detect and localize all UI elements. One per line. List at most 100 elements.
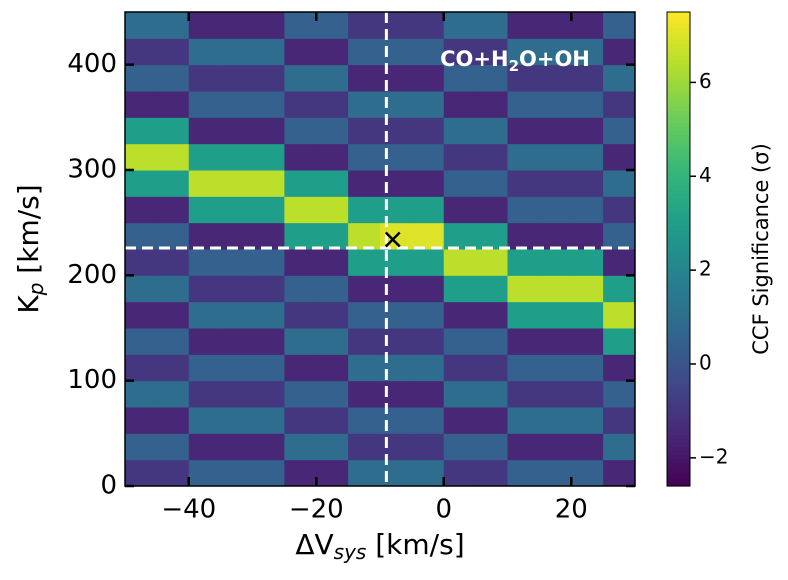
x-label-text: [km/s]	[366, 528, 464, 561]
heatmap-cell	[316, 91, 349, 118]
colorbar-segment	[667, 162, 690, 167]
heatmap-cell	[571, 12, 604, 39]
colorbar-segment	[667, 170, 690, 175]
colorbar-segment	[667, 454, 690, 459]
heatmap-cell	[284, 222, 317, 250]
colorbar-tick-label: 6	[699, 69, 712, 93]
colorbar-segment	[667, 209, 690, 215]
colorbar-segment	[667, 442, 690, 448]
colorbar-segment	[667, 414, 690, 420]
heatmap-cell	[603, 433, 636, 461]
heatmap-cell	[348, 222, 381, 250]
plot-frame	[124, 11, 636, 487]
heatmap-cell	[380, 117, 413, 145]
heatmap-cell	[125, 38, 158, 66]
colorbar-segment	[667, 87, 690, 92]
colorbar-segment	[667, 31, 690, 37]
colorbar-segment	[667, 154, 690, 159]
heatmap-cell	[252, 38, 285, 66]
best-fit-marker	[384, 231, 401, 248]
colorbar-label: CCF Significance (σ)	[749, 143, 773, 355]
heatmap-cell	[507, 380, 540, 408]
colorbar-segment	[667, 379, 690, 384]
heatmap-cell	[443, 301, 477, 329]
heatmap-cell	[603, 143, 636, 171]
colorbar-segment	[667, 339, 690, 345]
y-tick-label: 300	[67, 155, 117, 185]
heatmap-cell	[380, 354, 413, 382]
heatmap-cell	[125, 12, 158, 39]
heatmap-cell	[603, 249, 636, 276]
heatmap-cell	[507, 91, 540, 118]
colorbar-segment	[667, 19, 690, 25]
heatmap-cell	[156, 249, 190, 276]
y-tick-label: 400	[67, 49, 117, 79]
heatmap-cell	[603, 91, 636, 118]
heatmap-cell	[443, 407, 477, 434]
heatmap-cell	[539, 249, 572, 276]
heatmap-cell	[571, 249, 604, 276]
heatmap-cell	[348, 301, 381, 329]
heatmap-cell	[380, 196, 413, 224]
colorbar-segment	[667, 343, 690, 349]
heatmap-cell	[411, 354, 445, 382]
heatmap-cell	[188, 12, 222, 39]
colorbar-tick-label: 2	[699, 257, 712, 281]
colorbar-segment	[667, 98, 690, 104]
heatmap-cell	[475, 459, 508, 487]
heatmap-cell	[571, 328, 604, 355]
heatmap-cell	[380, 249, 413, 276]
colorbar-segment	[667, 252, 690, 258]
heatmap-cell	[188, 433, 222, 461]
colorbar-segment	[667, 134, 690, 139]
heatmap-cell	[475, 170, 508, 197]
y-tick-label: 200	[67, 260, 117, 290]
heatmap-cell	[539, 91, 572, 118]
colorbar-segment	[667, 462, 690, 467]
heatmap-cell	[348, 328, 381, 355]
colorbar-segment	[667, 430, 690, 436]
heatmap-cell	[443, 196, 477, 224]
heatmap-cell	[411, 249, 445, 276]
heatmap-cell	[284, 38, 317, 66]
colorbar-segment	[667, 55, 690, 60]
heatmap-cell	[252, 275, 285, 303]
heatmap-cell	[603, 222, 636, 250]
heatmap-cell	[443, 117, 477, 145]
heatmap-cell	[603, 407, 636, 434]
heatmap-cell	[125, 328, 158, 355]
heatmap-cell	[348, 380, 381, 408]
colorbar-segment	[667, 399, 690, 404]
heatmap-cell	[411, 328, 445, 355]
heatmap-cell	[220, 196, 253, 224]
colorbar-segment	[667, 146, 690, 151]
heatmap-cell	[125, 170, 158, 197]
heatmap-cell	[443, 143, 477, 171]
heatmap-cell	[188, 275, 222, 303]
heatmap-cell	[603, 380, 636, 408]
colorbar-frame	[666, 11, 691, 487]
heatmap-cell	[348, 12, 381, 39]
heatmap-cell	[571, 275, 604, 303]
heatmap-cell	[252, 328, 285, 355]
colorbar-segment	[667, 205, 690, 211]
heatmap-cell	[571, 301, 604, 329]
colorbar-segment	[667, 331, 690, 337]
heatmap-cell	[411, 380, 445, 408]
heatmap-cell	[156, 407, 190, 434]
heatmap-cell	[539, 275, 572, 303]
colorbar-segment	[667, 363, 690, 369]
colorbar-segment	[667, 359, 690, 365]
colorbar-segment	[667, 150, 690, 155]
heatmap-cell	[252, 222, 285, 250]
heatmap-cell	[443, 328, 477, 355]
colorbar-segment	[667, 387, 690, 392]
heatmap	[125, 12, 636, 487]
heatmap-cell	[156, 222, 190, 250]
colorbar-segment	[667, 403, 690, 408]
heatmap-cell	[316, 222, 349, 250]
colorbar-segment	[667, 197, 690, 203]
heatmap-cell	[125, 143, 158, 171]
heatmap-cell	[539, 143, 572, 171]
heatmap-cell	[380, 170, 413, 197]
